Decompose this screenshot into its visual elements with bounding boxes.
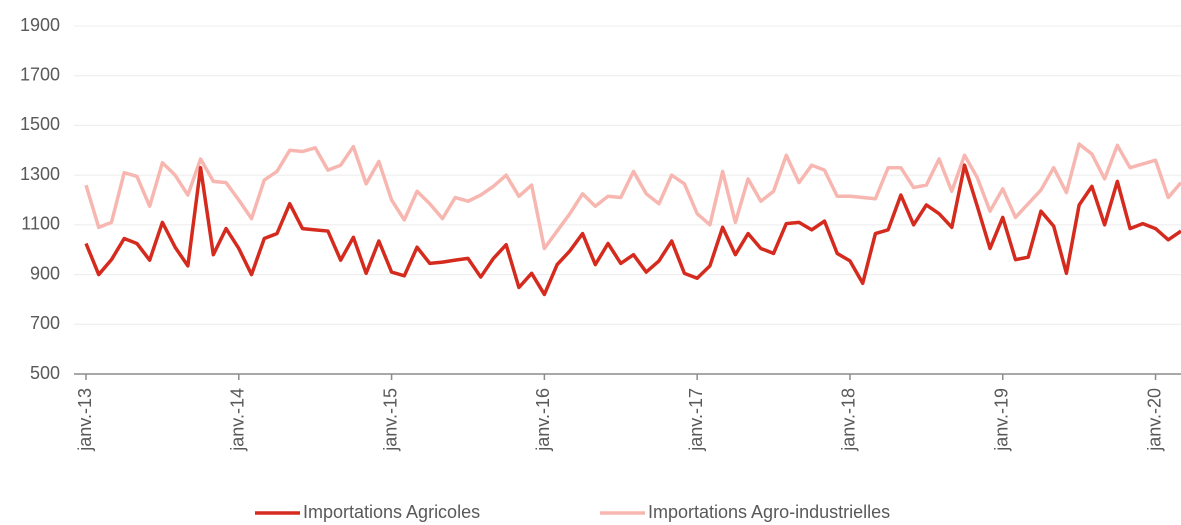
x-tick-label: janv.-13 — [75, 388, 95, 452]
x-tick-label: janv.-19 — [991, 388, 1011, 452]
y-tick-label: 900 — [30, 263, 60, 283]
y-tick-label: 1700 — [20, 64, 60, 84]
series-line — [84, 142, 1181, 251]
x-tick-label: janv.-17 — [686, 388, 706, 452]
legend-label: Importations Agricoles — [303, 502, 480, 522]
x-tick-label: janv.-14 — [228, 388, 248, 452]
y-tick-label: 1900 — [20, 15, 60, 35]
series-line — [84, 163, 1181, 297]
x-tick-label: janv.-18 — [839, 388, 859, 452]
legend-label: Importations Agro-industrielles — [648, 502, 890, 522]
y-tick-label: 1500 — [20, 114, 60, 134]
x-tick-label: janv.-20 — [1144, 388, 1164, 452]
y-tick-label: 700 — [30, 313, 60, 333]
y-tick-label: 500 — [30, 363, 60, 383]
y-tick-label: 1300 — [20, 164, 60, 184]
y-tick-label: 1100 — [21, 214, 60, 234]
x-tick-label: janv.-16 — [533, 388, 553, 452]
x-tick-label: janv.-15 — [380, 388, 400, 452]
